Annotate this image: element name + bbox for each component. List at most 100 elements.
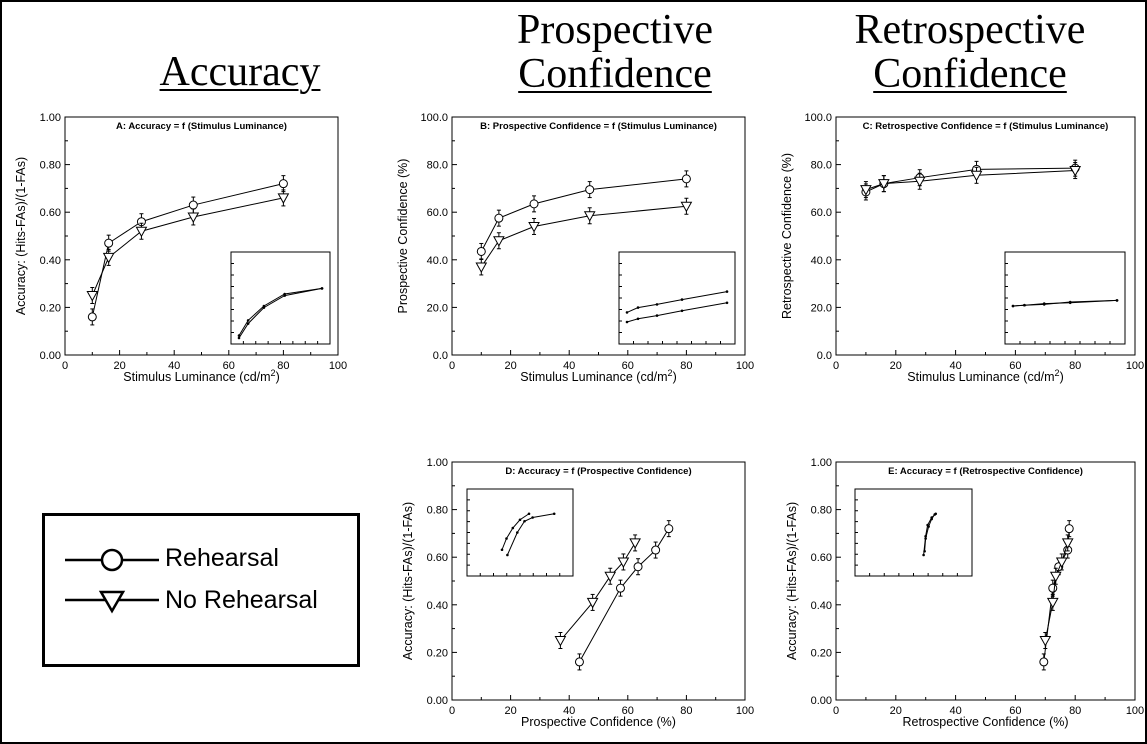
- chart-c-title: C: Retrospective Confidence = f (Stimulu…: [863, 121, 1109, 132]
- chart-c-x-tick-label: 60: [1009, 360, 1021, 372]
- chart-c-point-triangle: [860, 185, 872, 196]
- chart-d-inset-point: [511, 526, 515, 530]
- chart-e-title: E: Accuracy = f (Retrospective Confidenc…: [888, 466, 1083, 477]
- chart-c-x-tick-label: 40: [949, 360, 961, 372]
- chart-b-point-triangle: [475, 262, 488, 273]
- chart-e: 0 20 40 60 80 100 0.00 0.20 0.40 0.60 0.80 1.00 E: A…: [785, 457, 1144, 729]
- chart-d-x-tick-label: 40: [563, 705, 575, 717]
- chart-e-point-circle: [1039, 657, 1049, 667]
- chart-c-inset-point: [1068, 301, 1072, 305]
- chart-b-inset-point: [680, 298, 684, 301]
- chart-d-x-tick-label: 0: [449, 705, 455, 717]
- chart-d-y-tick-label: 0.40: [427, 600, 448, 612]
- chart-a: 0 20 40 60 80 100 0.00 0.20 0.40 0.60 0.80 1.00 A: A…: [14, 112, 347, 384]
- chart-b-y-tick-label: 100.0: [420, 112, 448, 124]
- chart-d-point-circle: [615, 583, 625, 593]
- chart-e-point-triangle: [1055, 557, 1068, 568]
- chart-d-inset-point: [500, 548, 504, 552]
- chart-e-x-tick-label: 0: [833, 705, 839, 717]
- chart-b-x-tick-label: 60: [622, 360, 634, 372]
- chart-c-y-tick-label: 80.0: [811, 160, 832, 172]
- chart-a-inset-point: [246, 319, 250, 322]
- chart-a-y-tick-label: 0.20: [40, 302, 61, 314]
- chart-d-point-triangle: [604, 571, 617, 583]
- chart-e-x-tick-label: 20: [890, 705, 902, 717]
- chart-c-point-triangle: [913, 176, 926, 188]
- chart-a-x-label: Stimulus Luminance (cd/m2): [123, 368, 279, 384]
- legend-item-rehearsal: Rehearsal: [45, 538, 357, 582]
- chart-a-point-circle: [278, 179, 288, 189]
- chart-b-inset-point: [625, 320, 629, 324]
- chart-b-y-tick-label: 60.0: [427, 207, 448, 219]
- chart-d-point-circle: [633, 562, 643, 572]
- legend-label-rehearsal: Rehearsal: [165, 544, 279, 572]
- chart-d-x-label: Prospective Confidence (%): [521, 715, 676, 729]
- chart-e-inset-point: [933, 513, 937, 516]
- chart-b-inset-frame: [618, 251, 736, 345]
- chart-a-y-tick-label: 0.40: [40, 255, 61, 267]
- chart-b-y-tick-label: 80.0: [427, 160, 448, 172]
- chart-e-point-circle: [1064, 524, 1074, 534]
- chart-d-point-circle: [651, 545, 661, 555]
- chart-c-x-tick-label: 20: [890, 360, 902, 372]
- chart-d-point-triangle: [554, 636, 567, 647]
- chart-d-inset-point: [516, 531, 519, 534]
- chart-b-point-triangle: [583, 211, 596, 222]
- chart-c-point-triangle: [877, 179, 890, 190]
- chart-a-inset-point: [320, 287, 324, 290]
- chart-d-inset-point: [531, 516, 534, 519]
- chart-c-y-tick-label: 0.0: [817, 350, 832, 362]
- chart-c-inset-point: [1115, 299, 1119, 302]
- chart-a-point-triangle: [187, 212, 200, 223]
- chart-a-inset-point: [237, 336, 241, 340]
- heading-retrospective-confidence: Retrospective Confidence: [820, 8, 1120, 96]
- chart-a-inset-point: [237, 334, 241, 337]
- chart-d-y-tick-label: 0.00: [427, 695, 448, 707]
- chart-b-point-triangle: [493, 236, 505, 247]
- chart-a-point-triangle: [277, 193, 290, 204]
- chart-a-x-tick-label: 40: [168, 360, 180, 372]
- chart-e-y-label: Accuracy: (Hits-FAs)/(1-FAs): [785, 502, 799, 660]
- chart-a-x-tick-label: 100: [329, 360, 347, 372]
- chart-b-x-tick-label: 80: [680, 360, 692, 372]
- chart-d-inset-point: [505, 537, 508, 540]
- chart-e-y-tick-label: 0.60: [811, 552, 832, 564]
- legend: Rehearsal No Rehearsal: [42, 513, 360, 667]
- chart-b-inset-point: [636, 317, 640, 321]
- chart-a-title: A: Accuracy = f (Stimulus Luminance): [116, 121, 287, 132]
- chart-d-y-tick-label: 0.20: [427, 647, 448, 659]
- chart-b-y-tick-label: 40.0: [427, 255, 448, 267]
- chart-e-point-triangle: [1049, 571, 1062, 583]
- chart-b-inset-point: [725, 301, 729, 305]
- legend-label-no-rehearsal: No Rehearsal: [165, 586, 318, 614]
- legend-triangle-marker-icon: [65, 590, 159, 614]
- chart-b-title: B: Prospective Confidence = f (Stimulus …: [480, 121, 717, 132]
- chart-d-y-tick-label: 0.80: [427, 505, 448, 517]
- chart-b-point-circle: [681, 174, 691, 184]
- chart-a-inset-point: [262, 304, 266, 308]
- chart-c-point-triangle: [970, 170, 983, 182]
- heading-retrospective-line2: Confidence: [873, 51, 1067, 97]
- chart-b-x-tick-label: 40: [563, 360, 575, 372]
- legend-circle-marker-icon: [65, 548, 159, 572]
- chart-c-y-tick-label: 20.0: [811, 302, 832, 314]
- chart-d-point-triangle: [586, 597, 599, 609]
- chart-e-inset-point: [922, 553, 925, 557]
- heading-retrospective-line1: Retrospective: [854, 7, 1086, 53]
- chart-b-point-circle: [585, 185, 595, 195]
- chart-e-inset-point: [923, 549, 926, 553]
- chart-c: 0 20 40 60 80 100 0.0 20.0 40.0 60.0 80.0 100.0 C: R…: [780, 112, 1144, 384]
- chart-a-y-tick-label: 0.80: [40, 160, 61, 172]
- heading-accuracy-text: Accuracy: [159, 49, 321, 95]
- chart-e-point-triangle: [1039, 636, 1052, 647]
- chart-c-y-label: Retrospective Confidence (%): [780, 153, 794, 319]
- chart-b-point-triangle: [528, 221, 540, 233]
- chart-d-title: D: Accuracy = f (Prospective Confidence): [505, 466, 691, 477]
- chart-b-x-label: Stimulus Luminance (cd/m2): [520, 368, 676, 384]
- chart-d-point-circle: [574, 657, 584, 667]
- chart-c-y-tick-label: 60.0: [811, 207, 832, 219]
- chart-d-inset-point: [523, 519, 526, 523]
- chart-b-x-tick-label: 100: [736, 360, 754, 372]
- chart-c-inset-point: [1011, 304, 1015, 308]
- chart-a-inset-point: [283, 292, 286, 296]
